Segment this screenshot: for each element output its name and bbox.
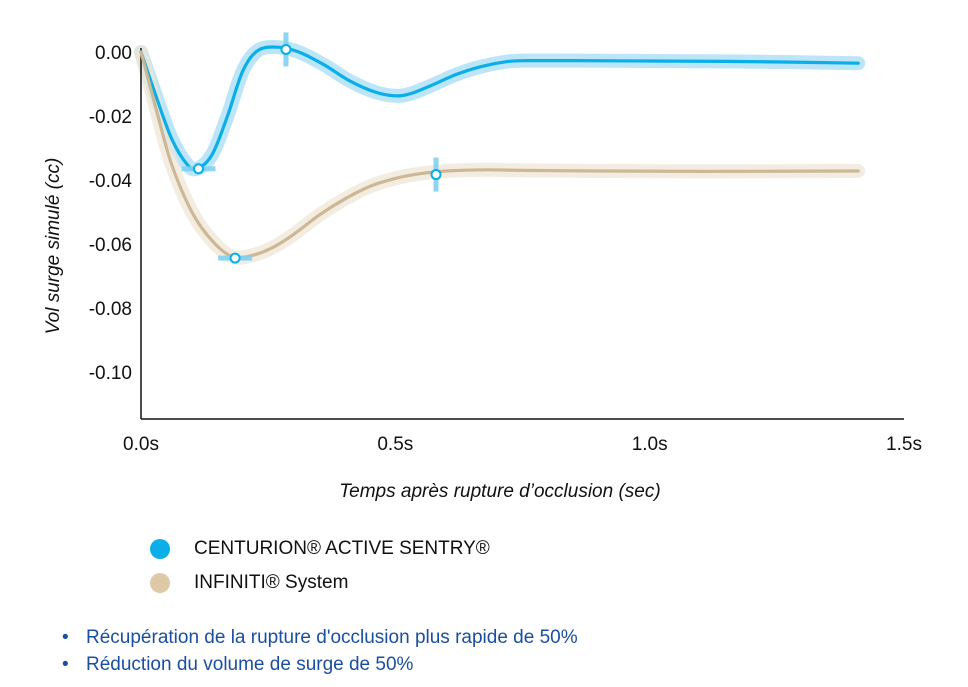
x-tick-label: 1.5s [886,434,922,455]
y-axis-label: Vol surge simulé (cc) [43,158,64,335]
series-band-0 [134,40,866,177]
legend-item-infiniti: INFINITI® System [150,566,490,600]
data-marker [181,163,216,175]
data-marker [218,252,253,264]
x-tick-labels: 0.0s 0.5s 1.0s 1.5s [123,434,922,455]
data-marker [430,157,442,192]
x-tick-label: 1.0s [632,434,668,455]
y-tick-label: -0.10 [89,363,132,384]
x-tick-label: 0.0s [123,434,159,455]
legend-label-centurion: CENTURION® ACTIVE SENTRY® [194,538,490,559]
series-band-1 [134,45,866,265]
benefit-item: • Récupération de la rupture d'occlusion … [62,627,578,648]
benefit-item: • Réduction du volume de surge de 50% [62,654,414,675]
y-tick-label: -0.04 [89,171,133,192]
data-marker [280,32,292,67]
legend-swatch-centurion [150,539,170,559]
benefit-list: • Récupération de la rupture d'occlusion … [62,624,578,678]
series-markers [181,32,442,264]
y-tick-label: 0.00 [95,43,132,64]
benefit-text: Réduction du volume de surge de 50% [86,654,414,675]
legend-item-centurion: CENTURION® ACTIVE SENTRY® [150,532,490,566]
confidence-bands [134,40,866,265]
series-lines [139,45,860,260]
series-line-1 [139,50,860,260]
y-tick-label: -0.08 [89,299,132,320]
legend-swatch-infiniti [150,573,170,593]
y-tick-labels: 0.00 -0.02 -0.04 -0.06 -0.08 -0.10 [89,43,133,384]
x-tick-label: 0.5s [377,434,413,455]
chart-legend: CENTURION® ACTIVE SENTRY® INFINITI® Syst… [150,532,490,600]
surge-volume-chart: 0.00 -0.02 -0.04 -0.06 -0.08 -0.10 0.0s 0.5s 1.… [43,32,922,502]
y-tick-label: -0.02 [89,107,132,128]
y-tick-label: -0.06 [89,235,132,256]
legend-label-infiniti: INFINITI® System [194,572,349,593]
x-axis-label: Temps après rupture d’occlusion (sec) [339,481,660,502]
benefit-text: Récupération de la rupture d'occlusion p… [86,627,578,648]
